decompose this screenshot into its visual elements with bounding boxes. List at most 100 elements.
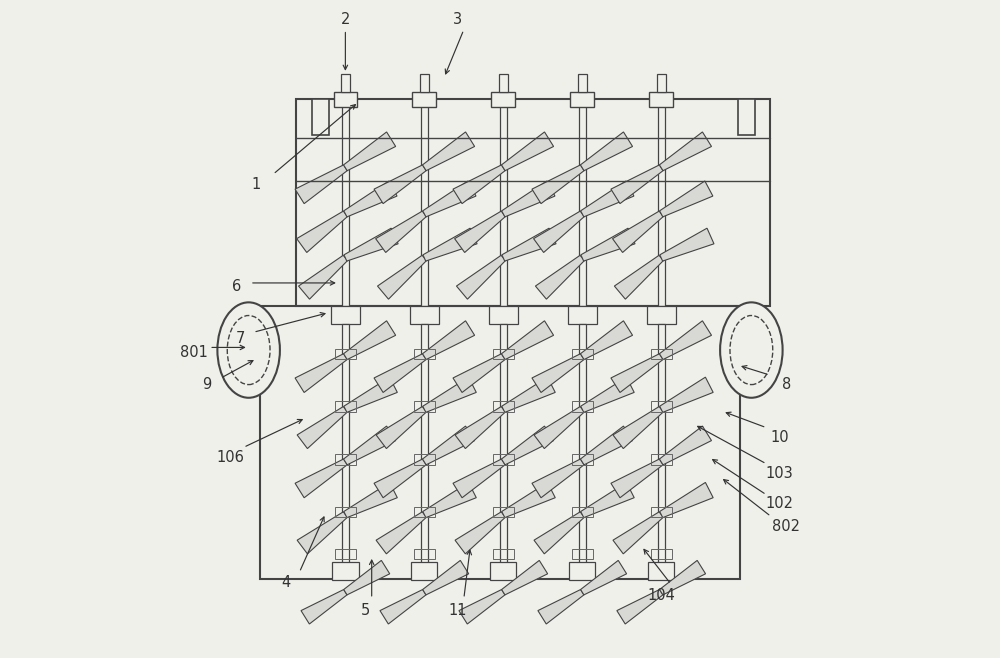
Bar — [335, 349, 356, 359]
Bar — [648, 562, 674, 580]
Polygon shape — [459, 590, 505, 624]
Polygon shape — [534, 512, 584, 554]
Bar — [341, 74, 350, 92]
Bar — [420, 74, 429, 92]
Polygon shape — [423, 181, 476, 217]
Polygon shape — [660, 377, 713, 413]
Text: 106: 106 — [216, 450, 244, 465]
Polygon shape — [532, 354, 584, 392]
Polygon shape — [532, 165, 584, 203]
Bar — [651, 549, 672, 559]
Polygon shape — [423, 377, 476, 413]
Text: 102: 102 — [766, 496, 794, 511]
Bar — [568, 306, 597, 324]
Bar — [489, 306, 518, 324]
Bar — [312, 99, 329, 135]
Polygon shape — [534, 407, 584, 449]
Polygon shape — [374, 459, 426, 497]
Text: 8: 8 — [782, 378, 791, 392]
Polygon shape — [613, 512, 663, 554]
Bar — [658, 324, 665, 563]
Polygon shape — [344, 561, 390, 595]
Polygon shape — [611, 354, 663, 392]
Bar — [570, 92, 594, 107]
Bar — [493, 507, 514, 517]
Bar — [569, 562, 595, 580]
Polygon shape — [344, 228, 398, 261]
Polygon shape — [659, 426, 712, 465]
Polygon shape — [453, 459, 505, 497]
Bar — [738, 99, 755, 135]
Text: 801: 801 — [180, 345, 208, 359]
Bar — [572, 549, 593, 559]
Ellipse shape — [720, 303, 783, 397]
Bar — [414, 349, 435, 359]
Polygon shape — [502, 561, 548, 595]
Polygon shape — [455, 211, 505, 253]
Bar — [579, 324, 586, 563]
Bar — [335, 507, 356, 517]
Polygon shape — [535, 255, 584, 299]
Text: 7: 7 — [235, 332, 245, 346]
Bar — [414, 401, 435, 412]
Bar — [572, 349, 593, 359]
Bar — [658, 102, 665, 306]
Bar — [579, 102, 586, 306]
Bar — [499, 74, 508, 92]
Bar — [572, 454, 593, 465]
Polygon shape — [423, 426, 475, 465]
Ellipse shape — [730, 315, 773, 384]
Polygon shape — [659, 321, 712, 359]
Bar — [493, 349, 514, 359]
Polygon shape — [376, 512, 426, 554]
Bar — [490, 562, 516, 580]
Text: 5: 5 — [360, 603, 370, 618]
Polygon shape — [377, 255, 427, 299]
Bar — [493, 549, 514, 559]
Polygon shape — [456, 255, 505, 299]
Polygon shape — [423, 132, 475, 170]
Bar — [331, 306, 360, 324]
Polygon shape — [374, 165, 426, 203]
Bar — [651, 349, 672, 359]
Polygon shape — [502, 482, 555, 518]
Bar — [491, 92, 515, 107]
Text: 9: 9 — [203, 378, 212, 392]
Ellipse shape — [227, 315, 270, 384]
Bar — [657, 74, 666, 92]
Bar — [651, 454, 672, 465]
Bar — [296, 99, 770, 306]
Polygon shape — [344, 181, 397, 217]
Bar — [335, 549, 356, 559]
Polygon shape — [376, 407, 426, 449]
Polygon shape — [295, 354, 347, 392]
Bar — [410, 306, 439, 324]
Polygon shape — [453, 354, 505, 392]
Bar — [572, 401, 593, 412]
Bar — [647, 306, 676, 324]
Bar — [572, 507, 593, 517]
Bar — [342, 102, 349, 306]
Polygon shape — [580, 132, 633, 170]
Polygon shape — [423, 482, 476, 518]
Polygon shape — [611, 165, 663, 203]
Polygon shape — [423, 321, 475, 359]
Polygon shape — [613, 211, 663, 253]
Bar — [651, 507, 672, 517]
Polygon shape — [614, 255, 663, 299]
Polygon shape — [660, 561, 706, 595]
Bar — [414, 454, 435, 465]
Polygon shape — [534, 211, 584, 253]
Polygon shape — [380, 590, 426, 624]
Polygon shape — [299, 255, 348, 299]
Text: 3: 3 — [453, 13, 462, 27]
Polygon shape — [660, 228, 714, 261]
Polygon shape — [581, 561, 627, 595]
Bar — [500, 102, 507, 306]
Polygon shape — [613, 407, 663, 449]
Bar — [414, 507, 435, 517]
Bar — [578, 74, 587, 92]
Bar — [493, 454, 514, 465]
Polygon shape — [532, 459, 584, 497]
Polygon shape — [295, 459, 347, 497]
